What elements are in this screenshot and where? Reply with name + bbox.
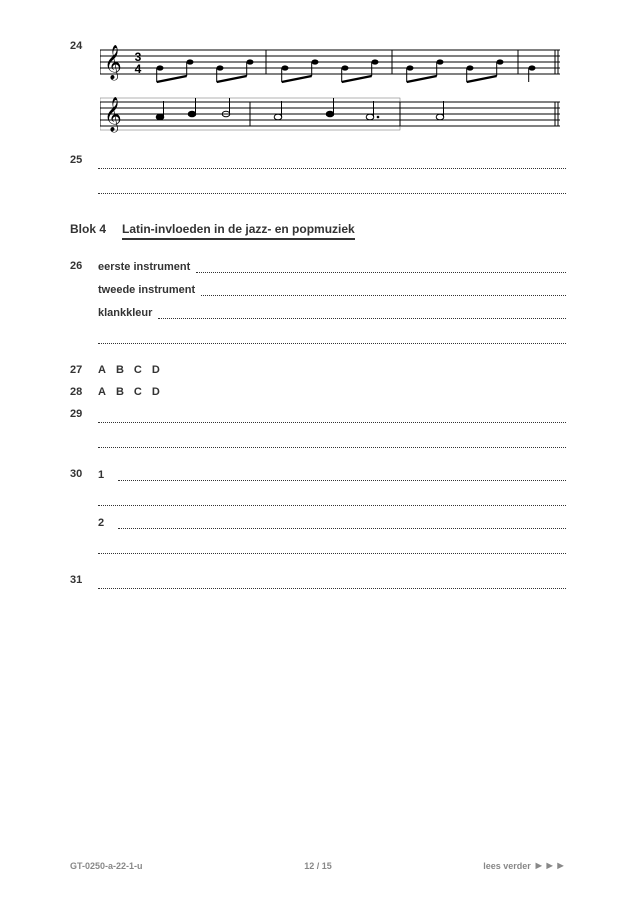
answer-line[interactable]	[158, 306, 566, 319]
question-number: 31	[70, 574, 98, 586]
question-29-row: 29	[70, 408, 566, 458]
question-31-row: 31	[70, 574, 566, 599]
block-header: Blok 4 Latin-invloeden in de jazz- en po…	[70, 222, 566, 240]
q26-label-tweede: tweede instrument	[98, 284, 195, 296]
mc-option[interactable]: ABCD	[98, 364, 170, 376]
question-number: 30	[70, 468, 98, 480]
q26-label-eerste: eerste instrument	[98, 261, 190, 273]
question-number: 28	[70, 386, 98, 398]
q26-label-klank: klankkleur	[98, 307, 152, 319]
question-27-row: 27 ABCD	[70, 364, 566, 376]
svg-text:𝄞: 𝄞	[104, 97, 122, 133]
sub-1: 1	[98, 469, 112, 481]
answer-line[interactable]	[118, 468, 566, 481]
music-notation-line2: 𝄞	[100, 92, 566, 138]
mc-option[interactable]: ABCD	[98, 386, 170, 398]
answer-line[interactable]	[98, 574, 566, 589]
question-24-body: 𝄞 3 4	[98, 40, 566, 144]
question-number: 24	[70, 40, 98, 52]
question-number: 27	[70, 364, 98, 376]
question-number: 29	[70, 408, 98, 420]
block-label: Blok 4	[70, 222, 106, 236]
question-number: 25	[70, 154, 98, 166]
page-footer: GT-0250-a-22-1-u 12 / 15 lees verder ►►►	[70, 860, 566, 872]
page: 24	[0, 0, 636, 900]
question-number: 26	[70, 260, 98, 272]
footer-page-number: 12 / 15	[70, 861, 566, 871]
answer-line[interactable]	[98, 491, 566, 506]
answer-line[interactable]	[196, 260, 566, 273]
svg-text:4: 4	[135, 62, 142, 76]
answer-line[interactable]	[118, 516, 566, 529]
question-25-row: 25	[70, 154, 566, 204]
answer-line[interactable]	[98, 179, 566, 194]
answer-line[interactable]	[98, 329, 566, 344]
answer-line[interactable]	[98, 539, 566, 554]
answer-line[interactable]	[98, 433, 566, 448]
svg-text:𝄞: 𝄞	[104, 45, 122, 81]
answer-line[interactable]	[98, 154, 566, 169]
question-26-row: 26 eerste instrument tweede instrument k…	[70, 260, 566, 354]
question-28-row: 28 ABCD	[70, 386, 566, 398]
music-notation-line1: 𝄞 3 4	[100, 40, 566, 86]
question-30-row: 30 1 2	[70, 468, 566, 564]
question-24-row: 24	[70, 40, 566, 144]
sub-2: 2	[98, 517, 112, 529]
answer-line[interactable]	[98, 408, 566, 423]
block-title: Latin-invloeden in de jazz- en popmuziek	[122, 222, 355, 240]
content-area: 24	[70, 40, 566, 609]
answer-line[interactable]	[201, 283, 566, 296]
